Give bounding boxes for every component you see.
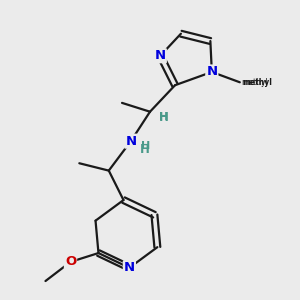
Text: H: H [141,142,150,152]
Text: O: O [65,255,76,268]
Text: H: H [159,112,169,122]
Text: methyl: methyl [241,78,268,87]
Text: H: H [159,110,169,124]
Text: H: H [140,143,150,156]
Text: N: N [125,135,136,148]
Text: N: N [124,261,135,274]
Text: N: N [206,65,218,79]
Text: N: N [155,49,166,62]
Text: methyl: methyl [243,78,273,87]
